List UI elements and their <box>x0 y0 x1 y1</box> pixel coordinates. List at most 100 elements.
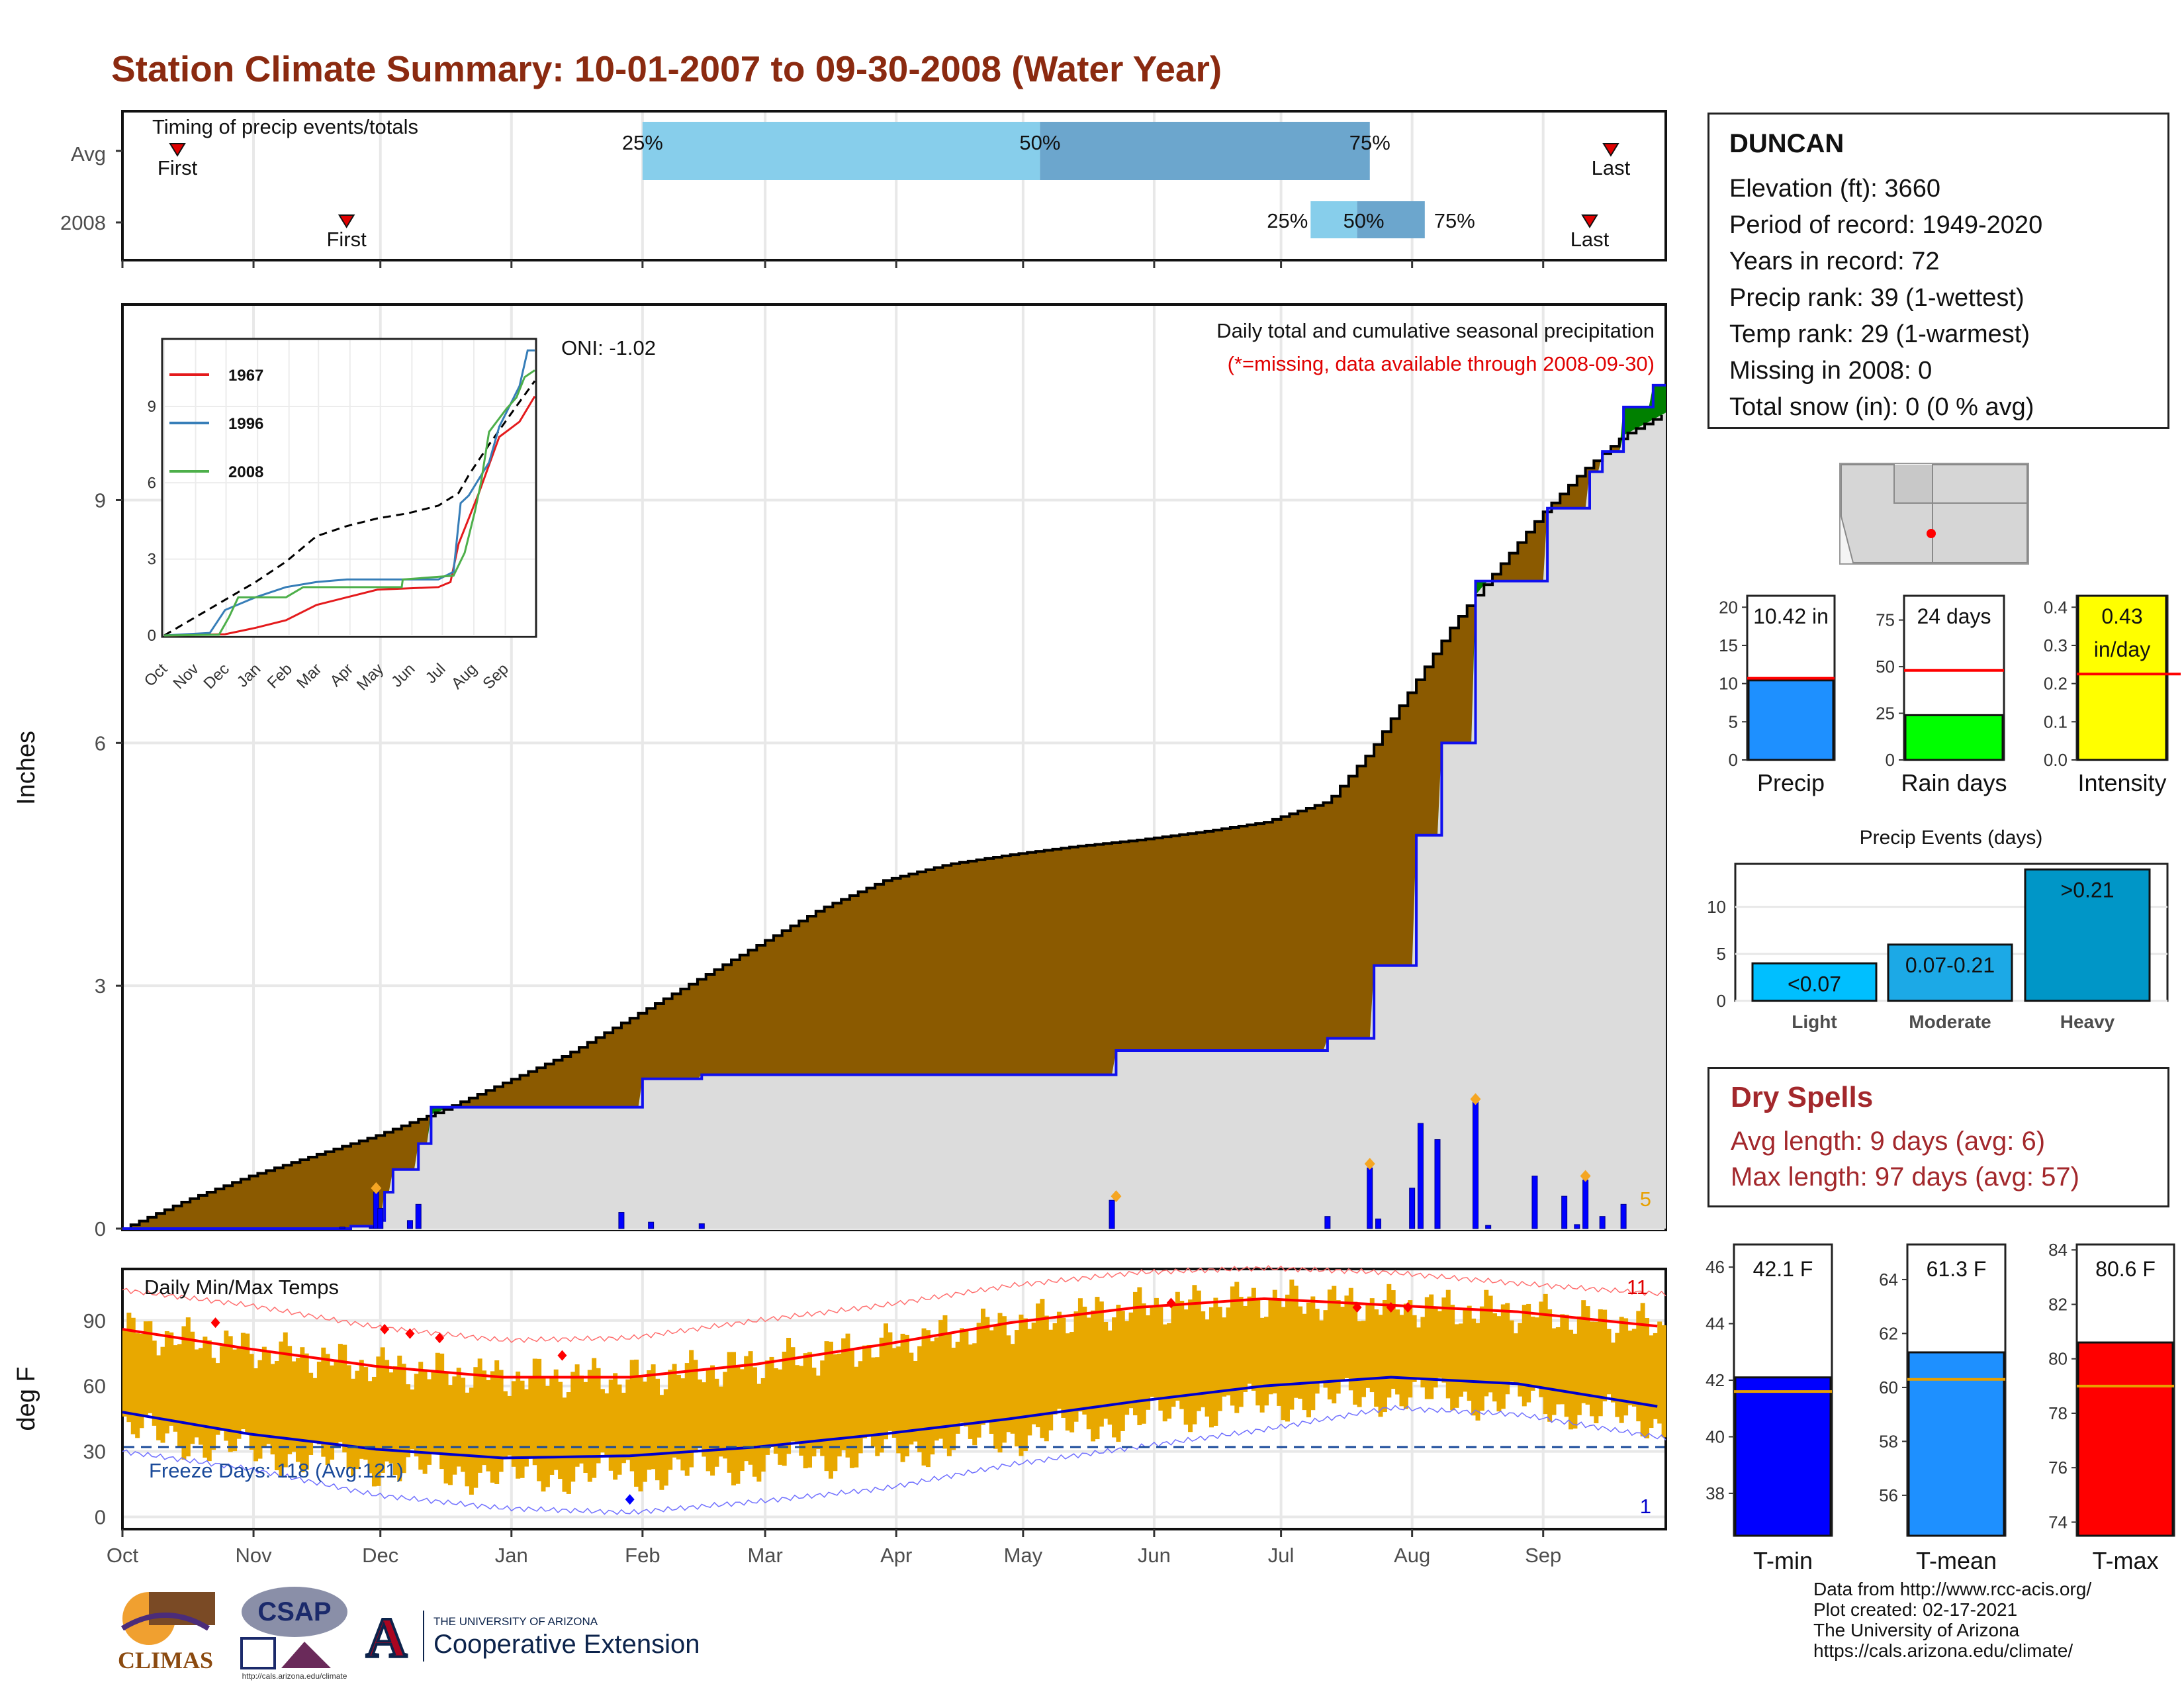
avg-max-line <box>122 1297 1658 1379</box>
daily-temp-bar <box>1015 1330 1020 1446</box>
record-low-marker <box>625 1494 635 1505</box>
daily-temp-bar <box>1277 1299 1282 1406</box>
daily-temp-bar <box>972 1343 978 1446</box>
daily-temp-bar <box>697 1379 702 1448</box>
daily-temp-bar <box>1547 1309 1553 1422</box>
daily-precip-bar <box>1375 1218 1382 1229</box>
daily-temp-bar <box>1255 1299 1261 1406</box>
ua-big-text: Cooperative Extension <box>433 1630 700 1659</box>
daily-temp-bar <box>461 1378 466 1472</box>
daily-temp-bar <box>1564 1315 1569 1417</box>
daily-temp-bar <box>1606 1329 1612 1395</box>
daily-temp-bar <box>1183 1309 1189 1425</box>
mini-bar-category-label: Precip <box>1757 769 1825 796</box>
daily-temp-bar <box>1585 1306 1590 1405</box>
daily-temp-bar <box>312 1378 318 1443</box>
record-count-label: 5 <box>1640 1188 1651 1211</box>
temp-bar-tick-label: 78 <box>2048 1403 2068 1423</box>
daily-temp-bar <box>139 1333 144 1429</box>
daily-temp-bar <box>1636 1311 1641 1422</box>
daily-temp-bar <box>1036 1303 1041 1428</box>
daily-temp-bar <box>507 1395 512 1456</box>
daily-temp-bar <box>1403 1303 1408 1409</box>
daily-temp-bar <box>1298 1306 1303 1399</box>
daily-temp-bar <box>401 1364 406 1474</box>
events-tick-label: 5 <box>1717 944 1726 964</box>
daily-temp-bar <box>1454 1324 1459 1408</box>
daily-temp-bar <box>553 1369 559 1470</box>
daily-temp-bar <box>482 1370 487 1466</box>
daily-temp-bar <box>803 1353 808 1469</box>
csap-logo[interactable]: CSAP http://cals.arizona.edu/climate <box>232 1582 351 1681</box>
daily-temp-bar <box>152 1340 157 1426</box>
daily-temp-bar <box>1048 1329 1054 1430</box>
daily-temp-bar <box>494 1360 500 1484</box>
temp-bar-value-label: 80.6 F <box>2095 1257 2156 1281</box>
temp-ylabel: deg F <box>13 1366 40 1430</box>
record-max-line <box>122 1265 1666 1343</box>
daily-temp-bar <box>439 1353 445 1470</box>
daily-temp-bar <box>1056 1311 1062 1409</box>
daily-temp-bar <box>900 1333 905 1462</box>
daily-temp-bar <box>1522 1305 1527 1407</box>
daily-temp-bar <box>1188 1299 1193 1432</box>
daily-temp-bar <box>253 1368 259 1462</box>
daily-temp-bar <box>828 1341 833 1479</box>
temp-bar-tick-label: 38 <box>1706 1483 1725 1503</box>
daily-temp-bar <box>1128 1312 1134 1409</box>
daily-temp-bar <box>1500 1304 1506 1409</box>
daily-temp-bar <box>376 1356 381 1486</box>
events-tick-label: 10 <box>1707 897 1726 917</box>
daily-temp-bar <box>249 1354 254 1450</box>
daily-temp-bar <box>1306 1302 1311 1418</box>
daily-temp-bar <box>659 1395 664 1490</box>
daily-temp-bar <box>1560 1314 1565 1405</box>
daily-temp-bar <box>1598 1309 1603 1417</box>
daily-temp-bar <box>930 1341 935 1455</box>
daily-temp-bar <box>1040 1299 1045 1438</box>
timing-row-label-2008: 2008 <box>60 211 106 234</box>
timing-p25-label: 25% <box>622 131 663 154</box>
daily-temp-bar <box>1120 1311 1125 1431</box>
daily-temp-bar <box>410 1389 415 1450</box>
daily-temp-bar <box>765 1360 770 1455</box>
daily-temp-bar <box>617 1384 622 1475</box>
record-high-marker <box>210 1317 220 1329</box>
temp-panel: 0 30 60 90 Daily Min/Max Temps Freeze Days:… <box>13 1265 1667 1567</box>
climas-logo[interactable]: CLIMAS <box>109 1582 222 1681</box>
temp-ytick-label: 60 <box>83 1375 106 1398</box>
footer-line: The University of Arizona <box>1813 1620 2020 1640</box>
avg-min-line <box>122 1376 1658 1460</box>
daily-temp-bar <box>566 1392 571 1494</box>
daily-temp-bar <box>1082 1306 1087 1415</box>
daily-temp-bar <box>993 1326 999 1449</box>
daily-temp-bar <box>862 1345 868 1438</box>
daily-temp-bar <box>727 1352 732 1473</box>
daily-temp-bar <box>1576 1316 1582 1415</box>
daily-temp-bar <box>1408 1300 1413 1398</box>
daily-temp-bar <box>782 1351 787 1466</box>
daily-temp-bar <box>1374 1309 1379 1407</box>
daily-temp-bar <box>1534 1317 1539 1387</box>
daily-temp-bar <box>330 1365 335 1460</box>
daily-temp-bar <box>199 1348 203 1445</box>
station-precip-rank: Precip rank: 39 (1-wettest) <box>1729 284 2025 312</box>
daily-temp-bar <box>486 1380 491 1472</box>
timing-panel: Timing of precip events/totals Avg 2008 … <box>60 110 1667 268</box>
daily-temp-bar <box>1649 1335 1654 1429</box>
first-event-marker <box>169 143 186 157</box>
daily-temp-bar <box>300 1347 305 1473</box>
daily-temp-bar <box>156 1355 161 1440</box>
daily-temp-bar <box>702 1382 707 1457</box>
daily-temp-bar <box>562 1397 567 1492</box>
daily-temp-bar <box>917 1346 923 1452</box>
daily-temp-bar <box>1124 1321 1130 1415</box>
daily-temp-bar <box>1569 1329 1574 1430</box>
daily-temp-bar <box>621 1392 626 1464</box>
daily-temp-bar <box>693 1360 698 1453</box>
ua-cooperative-extension-logo[interactable]: A THE UNIVERSITY OF ARIZONA Cooperative … <box>361 1605 745 1671</box>
first-event-label: First <box>326 228 367 251</box>
daily-temp-bar <box>173 1345 178 1432</box>
daily-temp-bar <box>723 1372 728 1459</box>
month-label: Feb <box>625 1544 660 1567</box>
